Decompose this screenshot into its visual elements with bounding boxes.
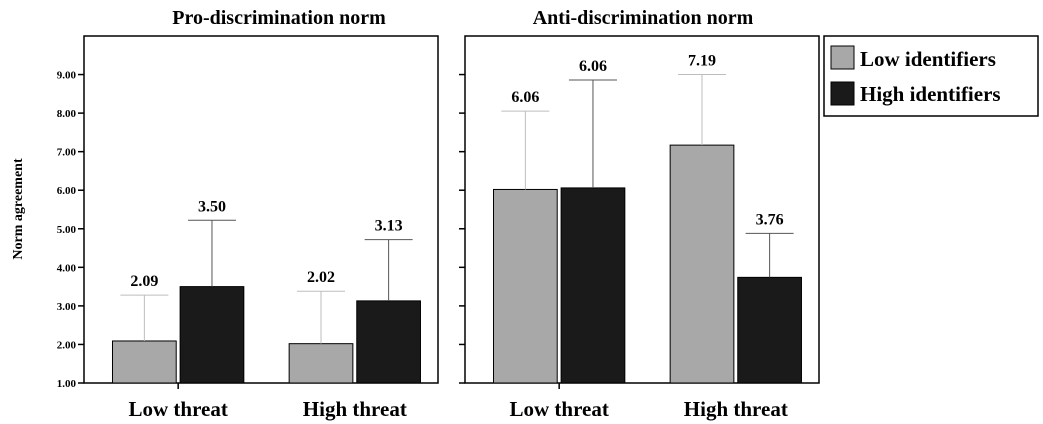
data-label: 6.06 (511, 89, 539, 106)
data-label: 3.13 (375, 218, 403, 235)
x-tick-label: High threat (303, 397, 407, 421)
data-label: 2.02 (307, 269, 335, 286)
bar (111, 340, 177, 384)
y-tick-label: 8.00 (57, 108, 77, 120)
bar (288, 343, 354, 384)
legend-label-high-identifiers: High identifiers (860, 82, 1001, 106)
data-label: 3.50 (198, 198, 226, 215)
legend-swatch-high-identifiers (830, 81, 855, 106)
x-tick-label: Low threat (128, 397, 227, 421)
bar (669, 144, 735, 384)
x-tick-label: Low threat (509, 397, 608, 421)
y-tick-label: 1.00 (57, 378, 77, 390)
y-tick-label: 7.00 (57, 147, 77, 159)
y-axis-label: Norm agreement (11, 158, 26, 260)
legend-frame (823, 35, 1039, 117)
bar (356, 300, 421, 384)
legend-label-low-identifiers: Low identifiers (860, 47, 996, 71)
y-tick-label: 9.00 (57, 70, 77, 82)
bar (560, 187, 626, 384)
data-label: 6.06 (579, 58, 607, 75)
y-tick-label: 3.00 (57, 301, 77, 313)
plot-frame (83, 35, 439, 384)
y-tick-label: 2.00 (57, 339, 77, 351)
bar (737, 276, 802, 384)
x-tick-label: High threat (684, 397, 788, 421)
y-tick-label: 5.00 (57, 224, 77, 236)
legend-swatch-low-identifiers (830, 45, 855, 70)
panel-anti-discrimination: Anti-discrimination norm Low threat 6.06 6… (459, 7, 820, 421)
panel-pro-discrimination: Pro-discrimination norm 1.00 2.00 3.00 4.00… (57, 7, 439, 421)
data-label: 7.19 (688, 53, 716, 70)
legend: Low identifiers High identifiers (823, 35, 1039, 117)
plot-frame (464, 35, 820, 384)
panel-title: Anti-discrimination norm (533, 7, 754, 29)
panel-title: Pro-discrimination norm (172, 7, 386, 29)
data-label: 3.76 (756, 211, 784, 228)
y-tick-label: 4.00 (57, 262, 77, 274)
bar (492, 188, 558, 384)
y-tick-label: 6.00 (57, 185, 77, 197)
bar (179, 286, 245, 384)
data-label: 2.09 (130, 273, 158, 290)
